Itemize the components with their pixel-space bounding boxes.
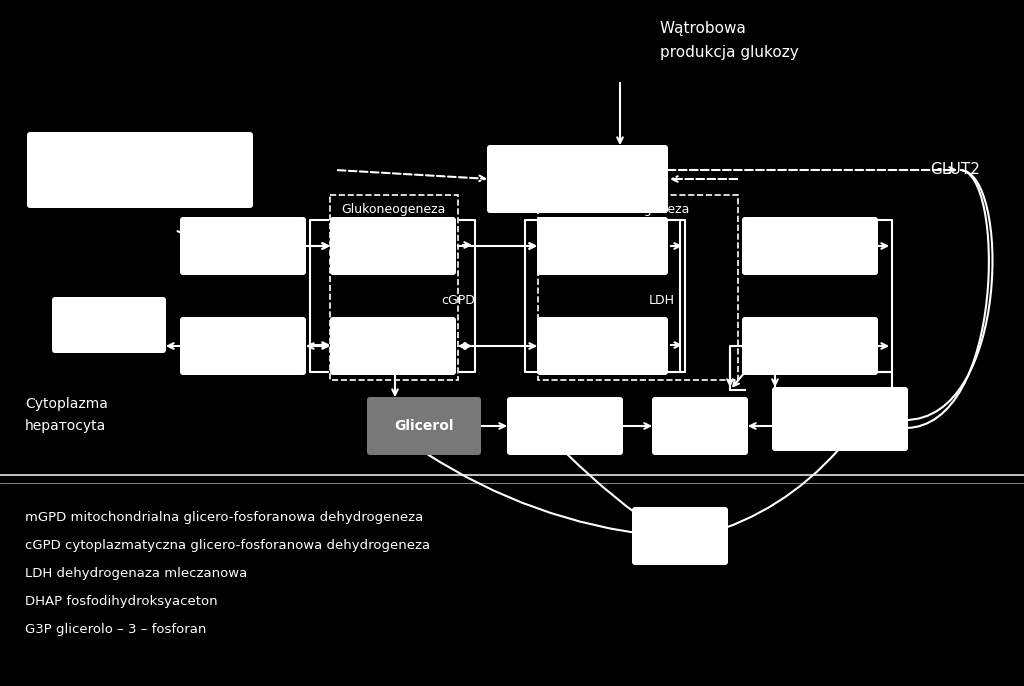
FancyBboxPatch shape xyxy=(330,217,456,275)
Text: GLUT2: GLUT2 xyxy=(930,163,980,178)
Text: mGPD mitochondrialna glicero-fosforanowa dehydrogeneza: mGPD mitochondrialna glicero-fosforanowa… xyxy=(25,512,423,525)
FancyBboxPatch shape xyxy=(367,397,481,455)
FancyBboxPatch shape xyxy=(537,217,668,275)
FancyBboxPatch shape xyxy=(537,317,668,375)
FancyBboxPatch shape xyxy=(52,297,166,353)
Text: Glukoneogeneza: Glukoneogeneza xyxy=(585,204,689,217)
Text: Glukoneogeneza: Glukoneogeneza xyxy=(341,204,445,217)
Text: LDH: LDH xyxy=(649,294,675,307)
FancyBboxPatch shape xyxy=(330,317,456,375)
FancyBboxPatch shape xyxy=(180,217,306,275)
FancyBboxPatch shape xyxy=(742,217,878,275)
Bar xyxy=(330,195,458,380)
FancyBboxPatch shape xyxy=(772,387,908,451)
Text: Cytoplazma
hepатocyta: Cytoplazma hepатocyta xyxy=(25,397,108,434)
Text: cGPD: cGPD xyxy=(441,294,475,307)
FancyBboxPatch shape xyxy=(652,397,748,455)
Text: G3P glicerolo – 3 – fosforan: G3P glicerolo – 3 – fosforan xyxy=(25,624,207,637)
Text: cGPD cytoplazmatyczna glicero-fosforanowa dehydrogeneza: cGPD cytoplazmatyczna glicero-fosforanow… xyxy=(25,539,430,552)
Text: Wątrobowa: Wątrobowa xyxy=(660,21,746,36)
FancyBboxPatch shape xyxy=(742,317,878,375)
Text: DHAP fosfodihydroksyaceton: DHAP fosfodihydroksyaceton xyxy=(25,595,218,608)
Text: produkcja glukozy: produkcja glukozy xyxy=(660,45,799,60)
Bar xyxy=(538,195,738,380)
FancyBboxPatch shape xyxy=(487,145,668,213)
Text: Glicerol: Glicerol xyxy=(394,419,454,433)
FancyBboxPatch shape xyxy=(180,317,306,375)
FancyBboxPatch shape xyxy=(27,132,253,208)
FancyBboxPatch shape xyxy=(507,397,623,455)
FancyBboxPatch shape xyxy=(632,507,728,565)
Text: LDH dehydrogenaza mleczanowa: LDH dehydrogenaza mleczanowa xyxy=(25,567,247,580)
